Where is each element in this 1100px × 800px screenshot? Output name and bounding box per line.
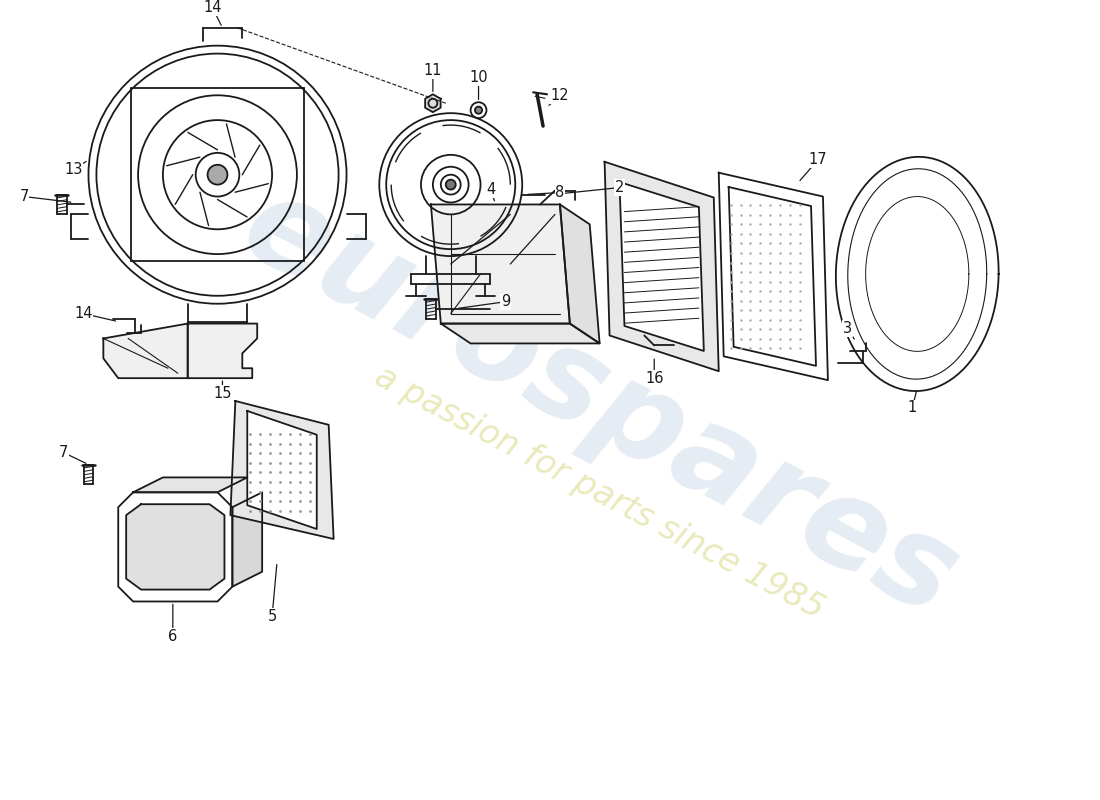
Text: 1: 1 — [908, 401, 917, 415]
Text: 13: 13 — [65, 162, 82, 178]
Text: eurospares: eurospares — [222, 164, 977, 642]
Text: 14: 14 — [204, 1, 222, 15]
Polygon shape — [836, 157, 999, 391]
Text: 17: 17 — [808, 152, 827, 167]
Polygon shape — [605, 162, 718, 371]
Text: 4: 4 — [486, 182, 495, 197]
Text: 14: 14 — [75, 306, 92, 321]
Text: 9: 9 — [500, 294, 510, 310]
Text: 10: 10 — [470, 70, 487, 85]
Circle shape — [208, 165, 228, 185]
Text: 12: 12 — [551, 88, 569, 102]
Polygon shape — [441, 323, 600, 343]
Polygon shape — [848, 169, 987, 379]
Polygon shape — [232, 492, 262, 586]
Polygon shape — [118, 492, 232, 602]
Text: 5: 5 — [267, 609, 277, 624]
Text: 6: 6 — [168, 629, 177, 644]
Polygon shape — [133, 478, 248, 492]
Polygon shape — [431, 205, 570, 323]
Polygon shape — [126, 504, 224, 590]
Polygon shape — [728, 187, 816, 366]
Polygon shape — [230, 401, 333, 539]
Polygon shape — [425, 94, 441, 112]
Text: 3: 3 — [844, 321, 852, 336]
Circle shape — [446, 180, 455, 190]
Polygon shape — [718, 173, 828, 380]
Text: 8: 8 — [556, 185, 564, 200]
Text: 2: 2 — [615, 180, 624, 195]
Polygon shape — [248, 411, 317, 529]
Text: 7: 7 — [20, 189, 29, 204]
Polygon shape — [866, 197, 969, 351]
Polygon shape — [619, 182, 704, 351]
Circle shape — [475, 106, 482, 114]
Text: 11: 11 — [424, 63, 442, 78]
Polygon shape — [103, 323, 188, 378]
Text: 15: 15 — [213, 386, 232, 401]
Polygon shape — [188, 323, 257, 378]
Text: 16: 16 — [645, 370, 663, 386]
Polygon shape — [560, 205, 600, 343]
Text: 7: 7 — [59, 445, 68, 460]
Text: a passion for parts since 1985: a passion for parts since 1985 — [370, 359, 829, 626]
